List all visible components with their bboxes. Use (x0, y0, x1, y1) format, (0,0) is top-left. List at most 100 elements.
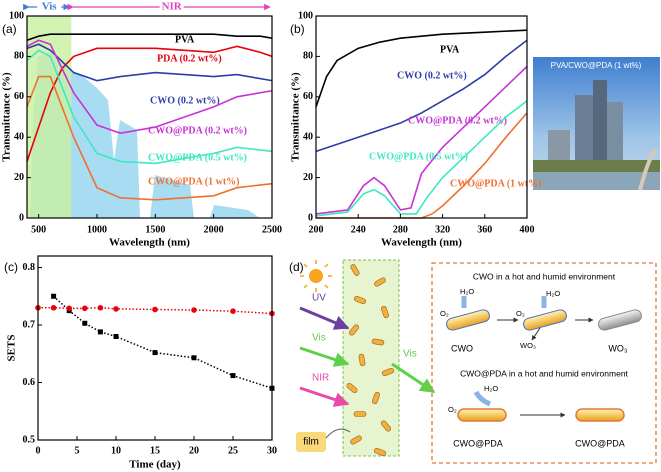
data-point (152, 350, 158, 356)
data-point (191, 355, 197, 361)
x-tick-label: 30 (267, 445, 277, 456)
film-rod (350, 435, 362, 445)
rod-label: CWO@PDA (453, 438, 503, 448)
data-line (315, 100, 528, 217)
y-tick-label: 0 (19, 212, 24, 223)
film-rod (374, 277, 386, 287)
x-tick-label: 1500 (145, 224, 165, 235)
film-rod (358, 353, 366, 367)
data-point (82, 320, 88, 326)
release-arrow (531, 327, 541, 341)
series-label: CWO@PDA (0.5 wt%) (369, 151, 468, 162)
y-tick-label: 20 (14, 172, 24, 183)
data-line (26, 45, 273, 162)
water-label: H₂O (484, 384, 498, 393)
data-point (152, 306, 158, 313)
input-label: UV (312, 293, 326, 304)
region-label-bg (159, 0, 184, 13)
film-rod (381, 368, 395, 376)
data-line (26, 39, 273, 134)
data-line (26, 75, 273, 201)
series-label: PVA (440, 44, 460, 55)
rod-label: CWO (451, 343, 473, 353)
x-tick-label: 15 (150, 445, 160, 456)
data-line (26, 33, 273, 41)
rod-label: CWO@PDA (575, 438, 625, 448)
film-rod (371, 338, 385, 346)
film-layer (342, 259, 400, 457)
y-tick-label: 40 (14, 131, 24, 142)
data-line (315, 39, 528, 153)
plot-frame (26, 15, 273, 219)
film-rod (346, 382, 358, 394)
panel-label: (d) (289, 260, 304, 274)
arrow-vis (299, 346, 350, 367)
water-label: H₂O (546, 289, 560, 298)
arrow-uv (299, 306, 350, 330)
film-label: film (303, 437, 319, 448)
water-drop (461, 296, 547, 308)
series-label: CWO (0.2 wt%) (397, 70, 467, 81)
film-rod (380, 420, 392, 432)
y-tick-label: 100 (9, 10, 24, 21)
data-point (113, 306, 119, 312)
x-axis-title: Wavelength (nm) (381, 237, 462, 249)
x-tick-label: 400 (520, 224, 535, 235)
data-point (97, 329, 103, 335)
y-axis-title: Transmittance (%) (1, 72, 13, 162)
oxygen-label: O₂ (448, 405, 457, 414)
y-axis-title: Transmittance (%) (290, 72, 302, 162)
x-axis-title: Wavelength (nm) (109, 237, 190, 249)
arrow-vis-out (391, 362, 436, 394)
x-tick-label: 1000 (87, 224, 107, 235)
data-point (191, 307, 197, 313)
x-tick-label: 2500 (262, 224, 282, 235)
y-axis-title: SETS (6, 335, 18, 362)
series-label: CWO@PDA (1 wt%) (450, 178, 542, 189)
film-rod (373, 448, 387, 456)
release-label: WO₃ (520, 341, 536, 350)
x-tick-label: 320 (435, 224, 450, 235)
data-line (38, 306, 273, 315)
y-tick-label: 0.8 (23, 262, 36, 273)
data-line (315, 29, 528, 108)
data-point (66, 305, 72, 312)
x-tick-label: 240 (351, 224, 366, 235)
y-tick-label: 0.5 (23, 434, 36, 445)
x-tick-label: 280 (393, 224, 408, 235)
film-rod (353, 411, 367, 417)
y-tick-label: 80 (303, 51, 313, 62)
series-label: CWO@PDA (1 wt%) (148, 176, 240, 187)
y-tick-label: 0.6 (23, 377, 36, 388)
series-label: CWO@PDA (0.5 wt%) (148, 152, 247, 163)
photo: PVA/CWO@PDA (1 wt%) (533, 57, 660, 191)
y-tick-label: 40 (303, 131, 313, 142)
rod-label: WO₃ (608, 343, 627, 353)
rod (575, 408, 625, 422)
water-label: H₂O (460, 287, 474, 296)
panel-label: (b) (290, 22, 305, 36)
panel-label: (c) (4, 260, 18, 274)
data-point (82, 305, 88, 312)
x-tick-label: 5 (75, 445, 80, 456)
region-label: NIR (162, 1, 183, 13)
rod (446, 309, 490, 331)
x-tick-label: 2000 (204, 224, 224, 235)
x-tick-label: 500 (31, 224, 46, 235)
data-line (26, 49, 273, 165)
data-point (113, 334, 119, 339)
film-rod (381, 305, 389, 319)
diagram: (d) UV Vis NIR Vis film CWO in a hot and… (289, 259, 657, 464)
mechanism-box (431, 262, 657, 464)
panel-label: (a) (2, 22, 17, 36)
rod (523, 309, 567, 331)
y-tick-label: 60 (303, 91, 313, 102)
sun (300, 260, 332, 292)
output-label: Vis (403, 349, 417, 360)
x-tick-label: 200 (309, 224, 324, 235)
series-label: CWO@PDA (0.2 wt%) (148, 125, 247, 136)
data-line (26, 43, 273, 82)
plot-frame (315, 15, 528, 219)
data-line (316, 112, 528, 219)
